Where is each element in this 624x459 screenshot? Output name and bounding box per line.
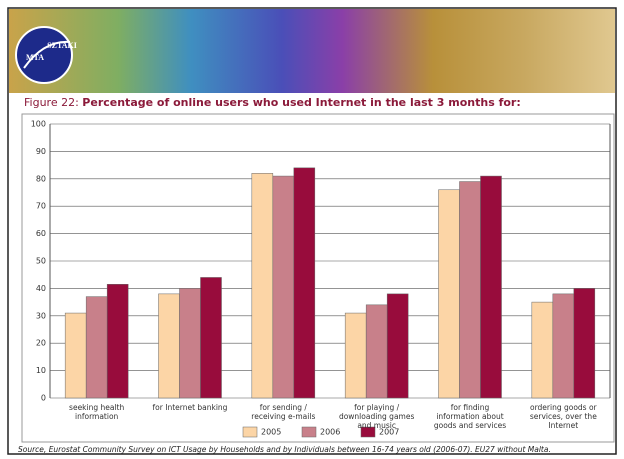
legend-label: 2006	[320, 428, 340, 437]
frame	[7, 7, 617, 455]
y-tick-label: 20	[36, 339, 46, 348]
bar	[251, 173, 274, 399]
y-tick-label: 40	[36, 284, 46, 293]
x-tick-label: for Internet banking	[152, 403, 228, 412]
bar	[552, 293, 575, 399]
x-tick-label: seeking health information	[69, 403, 125, 421]
bar	[344, 312, 367, 399]
y-tick-label: 10	[36, 366, 46, 375]
bar	[365, 304, 388, 399]
y-tick-label: 0	[41, 394, 46, 403]
legend-label: 2007	[379, 428, 399, 437]
bar	[459, 181, 481, 399]
bar	[179, 288, 201, 399]
y-tick-label: 90	[36, 147, 46, 156]
bar	[64, 312, 87, 399]
figure-label: Figure 22:	[24, 96, 79, 109]
source: Source, Eurostat Community Survey on ICT…	[18, 445, 551, 454]
bar	[272, 175, 295, 399]
logo-swoosh	[23, 40, 71, 69]
bar	[480, 175, 502, 399]
bar	[573, 288, 596, 399]
logo-text: SZTAKI	[47, 41, 77, 50]
y-tick-label: 70	[36, 202, 46, 211]
banner	[9, 9, 615, 93]
bar	[386, 293, 409, 399]
x-tick-label: for playing / downloading games and musi…	[338, 403, 415, 430]
logo	[15, 26, 73, 84]
bar	[85, 296, 108, 399]
legend-label: 2005	[261, 428, 281, 437]
logo-text: MTA	[26, 53, 44, 62]
y-tick-label: 50	[36, 257, 46, 266]
y-tick-label: 100	[31, 120, 46, 129]
x-tick-label: ordering goods or services, over the Int…	[529, 403, 597, 430]
y-tick-label: 80	[36, 174, 46, 183]
bar	[158, 293, 180, 399]
legend-swatch	[242, 426, 258, 438]
legend-swatch	[301, 426, 317, 438]
title: Percentage of online users who used Inte…	[82, 96, 520, 109]
y-tick-label: 60	[36, 229, 46, 238]
bar	[531, 301, 554, 399]
y-tick-label: 30	[36, 311, 46, 320]
bar	[438, 189, 460, 399]
chart-title: Figure 22: Percentage of online users wh…	[24, 96, 521, 109]
bar	[293, 167, 316, 399]
legend-swatch	[360, 426, 376, 438]
bar	[106, 284, 129, 399]
x-tick-label: for sending / receiving e-mails	[251, 403, 316, 421]
x-tick-label: for finding information about goods and …	[433, 403, 507, 430]
bar	[200, 277, 222, 399]
